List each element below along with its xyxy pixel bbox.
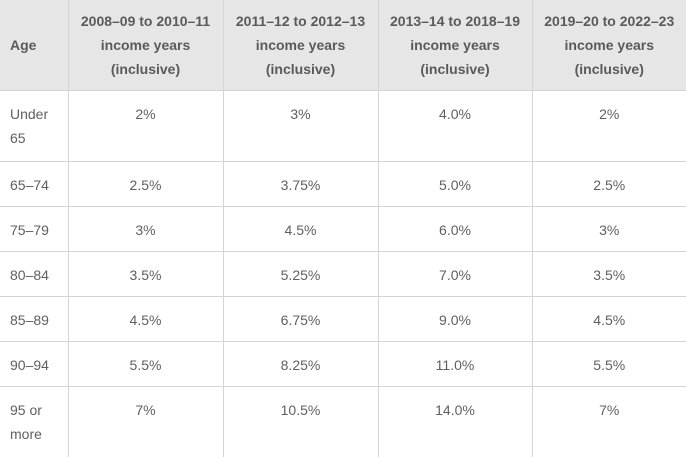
rate-cell: 5.5%: [67, 341, 223, 387]
rate-cell: 5.25%: [222, 251, 378, 297]
table-row: 95 or more 7% 10.5% 14.0% 7%: [0, 386, 686, 457]
rate-cell: 5.5%: [531, 341, 686, 387]
table-row: 65–74 2.5% 3.75% 5.0% 2.5%: [0, 161, 686, 207]
table-row: 80–84 3.5% 5.25% 7.0% 3.5%: [0, 251, 686, 297]
rate-cell: 11.0%: [377, 341, 532, 387]
rate-cell: 10.5%: [222, 386, 378, 457]
rate-cell: 2%: [531, 90, 686, 162]
rate-cell: 3.5%: [67, 251, 223, 297]
rate-cell: 5.0%: [377, 161, 532, 207]
age-cell: Under 65: [0, 90, 68, 162]
table-row: Under 65 2% 3% 4.0% 2%: [0, 90, 686, 162]
age-cell: 95 or more: [10, 401, 42, 442]
rate-cell: 7%: [67, 386, 223, 457]
rate-cell: 14.0%: [377, 386, 532, 457]
rate-cell: 3%: [67, 206, 223, 252]
table-row: 85–89 4.5% 6.75% 9.0% 4.5%: [0, 296, 686, 342]
age-cell: 80–84: [0, 251, 68, 297]
column-header-2008-09: 2008–09 to 2010–11 income years (inclusi…: [67, 0, 223, 91]
rate-cell: 3.5%: [531, 251, 686, 297]
age-cell: 75–79: [0, 206, 68, 252]
column-header-2019-20: 2019–20 to 2022–23 income years (inclusi…: [531, 0, 686, 91]
rate-cell: 8.25%: [222, 341, 378, 387]
header-row: Age 2008–09 to 2010–11 income years (inc…: [0, 0, 686, 91]
rate-cell: 3.75%: [222, 161, 378, 207]
age-cell: 90–94: [0, 341, 68, 387]
rate-cell: 4.5%: [222, 206, 378, 252]
table-body: Under 65 2% 3% 4.0% 2% 65–74 2.5% 3.75% …: [0, 90, 686, 457]
rate-cell: 3%: [531, 206, 686, 252]
rate-cell: 4.0%: [377, 90, 532, 162]
rate-cell: 6.75%: [222, 296, 378, 342]
rate-cell: 3%: [222, 90, 378, 162]
rate-cell: 6.0%: [377, 206, 532, 252]
rate-cell: 4.5%: [531, 296, 686, 342]
age-cell: 85–89: [0, 296, 68, 342]
rate-cell: 2%: [67, 90, 223, 162]
table-header: Age 2008–09 to 2010–11 income years (inc…: [0, 0, 686, 91]
column-header-2011-12: 2011–12 to 2012–13 income years (inclusi…: [222, 0, 378, 91]
table-row: 75–79 3% 4.5% 6.0% 3%: [0, 206, 686, 252]
rate-cell: 4.5%: [67, 296, 223, 342]
rate-cell: 9.0%: [377, 296, 532, 342]
column-header-age: Age: [0, 0, 68, 91]
rate-cell: 2.5%: [531, 161, 686, 207]
rate-cell: 2.5%: [67, 161, 223, 207]
rate-cell: 7.0%: [377, 251, 532, 297]
rate-cell: 7%: [531, 386, 686, 457]
age-cell: 65–74: [0, 161, 68, 207]
table-row: 90–94 5.5% 8.25% 11.0% 5.5%: [0, 341, 686, 387]
column-header-2013-14: 2013–14 to 2018–19 income years (inclusi…: [377, 0, 532, 91]
